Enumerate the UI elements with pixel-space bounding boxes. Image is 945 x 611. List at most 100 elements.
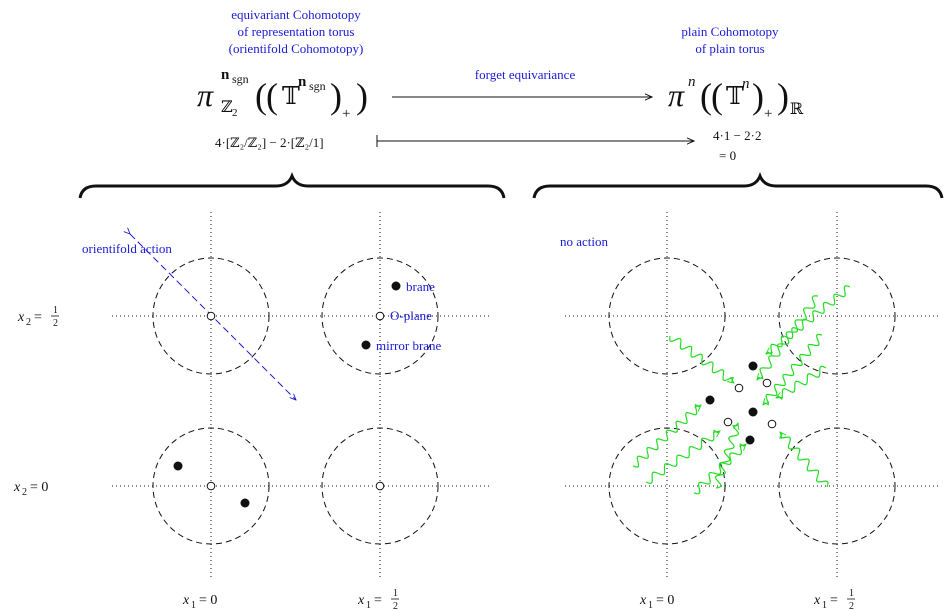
orientifold-action-arrow bbox=[130, 234, 296, 400]
x-right-num-right: 1 bbox=[849, 588, 854, 599]
orientifold-action-label: orientifold action bbox=[82, 241, 172, 256]
brane bbox=[745, 435, 755, 445]
superscript-sgn: sgn bbox=[232, 72, 249, 86]
paren-close-outer-right: ) bbox=[777, 76, 789, 116]
left-panel-brace bbox=[78, 171, 506, 199]
o-plane bbox=[375, 481, 385, 491]
left-formula: π n sgn ℤ 2 ( ( 𝕋 n sgn ) + ) bbox=[197, 67, 368, 122]
no-action-label: no action bbox=[560, 234, 609, 249]
left-caption-line-2: of representation torus bbox=[238, 24, 355, 39]
y-top-eq: = bbox=[34, 310, 42, 325]
right-degree-zero: = 0 bbox=[719, 148, 736, 163]
x-left-var: x bbox=[182, 593, 190, 608]
right-caption: plain Cohomotopy of plain torus bbox=[681, 24, 779, 56]
degree-mapping: 4·[ℤ₂/ℤ₂] − 2·[ℤ₂/1] 4·1 − 2·2 = 0 bbox=[215, 128, 762, 163]
x-right-eq: = bbox=[374, 593, 382, 608]
paren-open-inner-right: ( bbox=[711, 76, 723, 116]
wavy-arrow bbox=[714, 423, 739, 489]
paren-close-inner: ) bbox=[330, 76, 342, 116]
x-right-den: 2 bbox=[393, 601, 398, 611]
right-caption-line-2: of plain torus bbox=[695, 41, 764, 56]
wavy-arrow bbox=[776, 365, 827, 401]
x-left-var-right: x bbox=[639, 593, 647, 608]
paren-open-outer-right: ( bbox=[700, 76, 712, 116]
anti-brane bbox=[734, 383, 744, 393]
o-plane bbox=[206, 311, 216, 321]
brane bbox=[705, 395, 715, 405]
left-caption-line-3: (orientifold Cohomotopy) bbox=[229, 41, 364, 56]
forget-equivariance-label: forget equivariance bbox=[475, 67, 576, 82]
o-plane bbox=[375, 311, 385, 321]
group-subscript-2: 2 bbox=[232, 107, 238, 119]
anti-brane bbox=[767, 419, 777, 429]
plus-subscript: + bbox=[342, 106, 350, 122]
x-right-sub: 1 bbox=[366, 600, 371, 611]
disc-top-right-plain bbox=[778, 257, 896, 375]
disc-top-right bbox=[321, 257, 439, 375]
oplane-label: O-plane bbox=[390, 308, 432, 323]
plus-subscript-right: + bbox=[764, 106, 772, 122]
x-label-half-left: x 1 = 1 2 bbox=[357, 588, 399, 611]
disc-bottom-right bbox=[321, 427, 439, 545]
y-bottom-var: x bbox=[13, 480, 21, 495]
mirror-brane-label: mirror brane bbox=[376, 338, 442, 353]
left-degree: 4·[ℤ₂/ℤ₂] − 2·[ℤ₂/1] bbox=[215, 135, 324, 150]
right-panel-brace bbox=[532, 171, 944, 199]
mirror-brane bbox=[240, 498, 250, 508]
paren-close-outer: ) bbox=[356, 76, 368, 116]
pi-symbol: π bbox=[197, 77, 214, 113]
x-right-num: 1 bbox=[393, 588, 398, 599]
y-top-num: 1 bbox=[53, 305, 58, 316]
wavy-arrow bbox=[778, 432, 829, 488]
right-formula: π n ( ( 𝕋 n ) + ) ℝ bbox=[668, 74, 804, 122]
right-panel: no action bbox=[560, 212, 940, 578]
torus-superscript-sgn: sgn bbox=[309, 79, 326, 93]
y-bottom-sub: 2 bbox=[22, 487, 27, 498]
x-right-var: x bbox=[357, 593, 365, 608]
paren-open-inner: ( bbox=[266, 76, 278, 116]
group-z: ℤ bbox=[221, 99, 233, 116]
superscript-n-right: n bbox=[688, 74, 696, 90]
torus-superscript-n-right: n bbox=[742, 76, 750, 92]
y-top-den: 2 bbox=[53, 318, 58, 329]
right-caption-line-1: plain Cohomotopy bbox=[681, 24, 779, 39]
anti-brane bbox=[762, 378, 772, 388]
x-right-sub-right: 1 bbox=[822, 600, 827, 611]
mirror-brane bbox=[361, 340, 371, 350]
y-top-var: x bbox=[17, 310, 25, 325]
torus-symbol: 𝕋 bbox=[282, 84, 300, 110]
paren-open-outer: ( bbox=[255, 76, 267, 116]
field-r: ℝ bbox=[790, 101, 804, 118]
x-left-sub: 1 bbox=[191, 600, 196, 611]
x-left-eq-right: = 0 bbox=[656, 593, 674, 608]
x-label-half-right: x 1 = 1 2 bbox=[813, 588, 855, 611]
wavy-arrow bbox=[693, 444, 746, 495]
brane bbox=[391, 281, 401, 291]
wavy-arrow bbox=[757, 295, 819, 380]
y-label-half: x 2 = 1 2 bbox=[17, 305, 59, 329]
brane bbox=[748, 361, 758, 371]
torus-superscript-n: n bbox=[298, 74, 307, 90]
wavy-arrow bbox=[766, 285, 851, 356]
brane bbox=[173, 461, 183, 471]
anti-brane bbox=[723, 417, 733, 427]
left-caption: equivariant Cohomotopy of representation… bbox=[229, 7, 364, 56]
left-panel: orientifold action brane O-plane mirror … bbox=[82, 212, 490, 578]
left-caption-line-1: equivariant Cohomotopy bbox=[231, 7, 361, 22]
torus-symbol-right: 𝕋 bbox=[726, 84, 744, 110]
wavy-arrow bbox=[645, 429, 720, 485]
x-right-den-right: 2 bbox=[849, 601, 854, 611]
brane bbox=[748, 407, 758, 417]
brane-pair-annihilation-paths bbox=[632, 285, 851, 495]
x-left-sub-right: 1 bbox=[648, 600, 653, 611]
pi-symbol-right: π bbox=[668, 77, 685, 113]
forget-equivariance-arrow: forget equivariance bbox=[392, 67, 652, 97]
y-top-sub: 2 bbox=[26, 317, 31, 328]
x-right-eq-right: = bbox=[830, 593, 838, 608]
x-right-var-right: x bbox=[813, 593, 821, 608]
brane-label: brane bbox=[406, 279, 435, 294]
disc-bottom-left-plain bbox=[608, 427, 726, 545]
disc-top-left-plain bbox=[608, 257, 726, 375]
x-label-zero-left: x 1 = 0 bbox=[182, 593, 217, 611]
